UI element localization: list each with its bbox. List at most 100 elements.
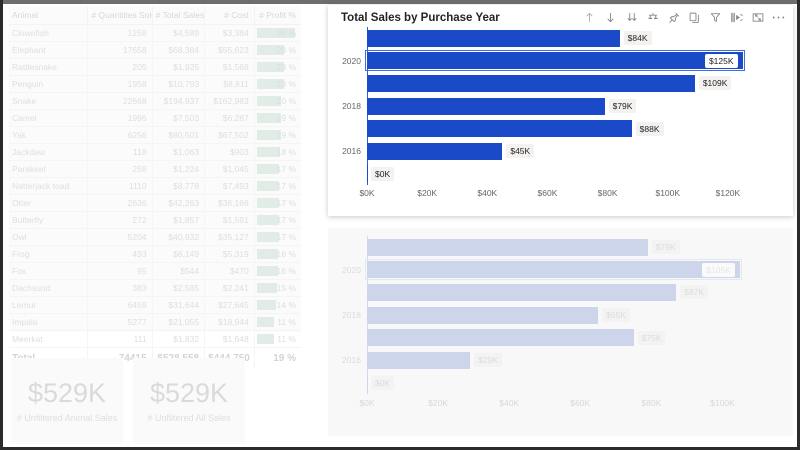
bar-row[interactable] [367, 74, 695, 92]
table-row[interactable]: Parakeet 258 $1,224 $1,045 17 % [9, 160, 301, 178]
table-row[interactable]: Penguin 1958 $10,793 $8,811 23 % [9, 75, 301, 93]
column-header-profit-pct[interactable]: # Profit % [254, 6, 301, 25]
bar-row[interactable] [367, 351, 471, 369]
cell-quantities-sold: 258 [87, 160, 153, 178]
bar[interactable] [367, 120, 632, 138]
cell-quantities-sold: 6256 [87, 126, 153, 144]
bar-value-label: $105K [702, 262, 735, 277]
table-row[interactable]: Yak 6256 $80,501 $67,502 19 % [9, 126, 301, 144]
bar-row[interactable] [367, 329, 634, 347]
cell-total-sales: $1,832 [152, 330, 206, 348]
bar[interactable] [367, 329, 634, 347]
bar-row[interactable] [367, 29, 620, 47]
bar[interactable] [367, 283, 677, 301]
table-row[interactable]: Snake 22668 $194,937 $162,983 20 % [9, 92, 301, 110]
profit-value: 23 % [276, 79, 296, 89]
cell-cost: $1,045 [204, 160, 255, 178]
kpi-card-unfiltered-all-sales[interactable]: $529K # Unfiltered All Sales [133, 358, 245, 444]
focus-mode-icon[interactable] [751, 11, 764, 24]
sort-descending-icon[interactable] [604, 11, 617, 24]
column-header-cost[interactable]: # Cost [204, 6, 255, 25]
cell-cost: $18,944 [204, 313, 255, 331]
cell-quantities-sold: 2636 [87, 194, 153, 212]
bar[interactable] [364, 49, 746, 72]
bar[interactable] [367, 97, 605, 115]
cell-animal: Fox [9, 262, 89, 280]
bar-row[interactable] [367, 142, 503, 160]
category-axis-label: 2020 [342, 55, 361, 66]
bar[interactable] [367, 29, 620, 47]
expand-hierarchy-icon[interactable] [646, 11, 659, 24]
spotlight-icon[interactable] [730, 11, 743, 24]
bar-row[interactable] [367, 374, 368, 392]
table-row[interactable]: Camel 1996 $7,503 $6,287 19 % [9, 109, 301, 127]
table-row[interactable]: Elephant 17658 $68,384 $55,623 23 % [9, 41, 301, 59]
cell-quantities-sold: 1996 [87, 109, 153, 127]
cell-total-sales: $21,055 [152, 313, 206, 331]
bar-row[interactable] [367, 120, 632, 138]
cell-quantities-sold: 111 [87, 330, 153, 348]
bar[interactable] [367, 374, 368, 392]
bar-row[interactable] [367, 97, 605, 115]
cell-cost: $903 [204, 143, 255, 161]
table-row[interactable]: Impala 5277 $21,055 $18,944 11 % [9, 313, 301, 331]
table-row[interactable]: Rattlesnake 205 $1,925 $1,568 23 % [9, 58, 301, 76]
profit-value: 17 % [276, 164, 296, 174]
table-row[interactable]: Owl 5204 $40,932 $35,127 17 % [9, 228, 301, 246]
profit-value: 20 % [276, 96, 296, 106]
table-row[interactable]: Butterfly 272 $1,857 $1,591 17 % [9, 211, 301, 229]
column-header-total-sales[interactable]: # Total Sales [152, 6, 206, 25]
bar[interactable] [367, 306, 599, 324]
cell-profit-pct: 14 % [254, 296, 301, 314]
table-row[interactable]: Dachsund 383 $2,585 $2,241 15 % [9, 279, 301, 297]
more-options-icon[interactable] [772, 11, 785, 24]
bar[interactable] [367, 351, 471, 369]
total-sales-by-purchase-year-visual[interactable]: Total Sales by Purchase Year [328, 5, 793, 216]
bar[interactable] [364, 258, 743, 281]
column-header-quantities-sold[interactable]: # Quantities Sold [87, 6, 153, 25]
table-row[interactable]: Natterjack toad 1110 $8,778 $7,493 17 % [9, 177, 301, 195]
copy-icon[interactable] [688, 11, 701, 24]
bar[interactable] [367, 165, 368, 183]
bar-row[interactable] [367, 165, 368, 183]
cell-quantities-sold: 272 [87, 211, 153, 229]
table-row[interactable]: Frog 493 $6,149 $5,319 16 % [9, 245, 301, 263]
table-row[interactable]: Meerkat 111 $1,832 $1,648 11 % [9, 330, 301, 348]
bar-value-label: $125K [704, 53, 738, 68]
bar-row[interactable] [367, 283, 677, 301]
bar[interactable] [367, 238, 648, 256]
background-sales-by-year-chart[interactable]: $79K $105K 2020 $87K $65K 2018 $75K $29K 2016 $0K… [328, 228, 793, 436]
cell-animal: Yak [9, 126, 89, 144]
value-axis-tick: $0K [359, 398, 375, 408]
filter-icon[interactable] [709, 11, 722, 24]
bar-row[interactable] [367, 306, 599, 324]
cell-animal: Impala [9, 313, 89, 331]
column-header-animal[interactable]: Animal [9, 6, 89, 25]
cell-cost: $8,811 [204, 75, 255, 93]
cell-animal: Snake [9, 92, 89, 110]
animal-sales-table-visual[interactable]: Animal # Quantities Sold # Total Sales #… [9, 6, 301, 368]
bar-value-label: $0K [371, 166, 395, 181]
table-row[interactable]: Otter 2636 $42,263 $36,166 17 % [9, 194, 301, 212]
cell-total-sales: $1,925 [152, 58, 206, 76]
value-axis-tick: $80K [597, 188, 618, 198]
table-row[interactable]: Lemur 6459 $31,644 $27,645 14 % [9, 296, 301, 314]
sort-ascending-icon[interactable] [583, 11, 596, 24]
bar-value-label: $87K [680, 285, 709, 300]
profit-value: 19 % [276, 130, 296, 140]
cell-cost: $470 [204, 262, 255, 280]
kpi-card-unfiltered-animal-sales[interactable]: $529K # Unfiltered Animal Sales [11, 358, 123, 444]
bar[interactable] [367, 142, 503, 160]
table-row[interactable]: Clownfish 1258 $4,589 $3,384 36 % [9, 24, 301, 42]
bar-row[interactable] [364, 258, 743, 281]
cell-profit-pct: 19 % [254, 126, 301, 144]
bar-row[interactable] [367, 238, 648, 256]
drill-down-icon[interactable] [625, 11, 638, 24]
pin-visual-icon[interactable] [667, 11, 680, 24]
table-row[interactable]: Jackdaw 118 $1,063 $903 18 % [9, 143, 301, 161]
cell-cost: $7,493 [204, 177, 255, 195]
bar[interactable] [367, 74, 695, 92]
cell-profit-pct: 11 % [254, 330, 301, 348]
table-row[interactable]: Fox 95 $544 $470 16 % [9, 262, 301, 280]
bar-row[interactable] [364, 49, 746, 72]
